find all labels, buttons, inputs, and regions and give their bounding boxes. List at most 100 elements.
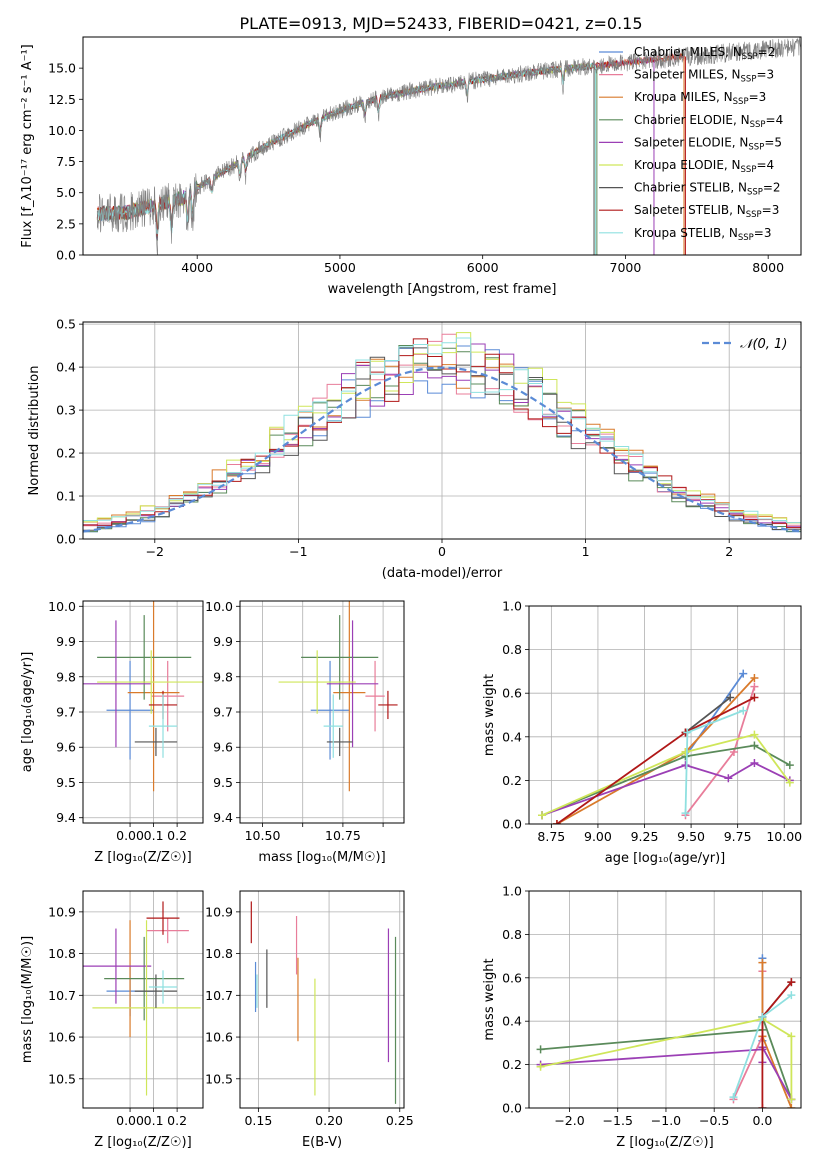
legend-entry: Chabrier STELIB, NSSP=2 [634, 181, 781, 198]
y-tick-label: 9.8 [213, 669, 233, 684]
age_vs_Z-plot-area [83, 601, 203, 792]
legend-entry: Chabrier ELODIE, NSSP=4 [634, 113, 783, 130]
residual_hist-plot-area [83, 332, 801, 533]
y-axis-label: Flux [f_λ10⁻¹⁷ erg cm⁻² s⁻¹ A⁻¹] [20, 44, 35, 248]
weight-marker-salpeter_stelib [552, 820, 561, 824]
weight-marker-kroupa_elodie [681, 748, 690, 757]
x-tick-label: 10.50 [245, 828, 281, 843]
weight-marker-kroupa_stelib [729, 1093, 738, 1102]
mass_vs_ebv-plot-area [250, 901, 397, 1104]
x-tick-label: 5000 [324, 260, 356, 275]
weight_vs_Z-frame [528, 890, 802, 1109]
observed-spectrum [97, 37, 801, 255]
spectrum-plot-area [96, 37, 801, 255]
x-tick-label: 0.00 [116, 1113, 144, 1128]
legend-entry: Kroupa STELIB, NSSP=3 [634, 226, 772, 243]
y-tick-label: 10.7 [48, 988, 76, 1003]
x-tick-label: 0.1 [144, 828, 164, 843]
y-tick-label: 10.7 [205, 988, 233, 1003]
x-tick-label: 0.0 [752, 1113, 772, 1128]
y-tick-label: 10.9 [205, 904, 233, 919]
y-tick-label: 0.1 [56, 489, 76, 504]
weight-marker-salpeter_stelib [758, 1104, 767, 1108]
x-tick-label: −1 [289, 544, 307, 559]
weight-marker-chabrier_miles [739, 669, 748, 678]
y-tick-label: 0.8 [502, 927, 522, 942]
x-tick-label: −1.5 [603, 1113, 633, 1128]
x-tick-label: 1 [582, 544, 590, 559]
x-tick-label: 0.2 [167, 1113, 187, 1128]
weight-marker-kroupa_miles [750, 673, 759, 682]
y-tick-label: 0.0 [502, 1101, 522, 1116]
x-tick-label: 2 [725, 544, 733, 559]
weight-marker-chabrier_elodie [785, 761, 794, 770]
weight-marker-kroupa_elodie [787, 1095, 796, 1104]
x-tick-label: 9.75 [724, 829, 752, 844]
weight_vs_Z-panel: −2.0 −1.5 −1.0 −0.5 0.0 0.0 0.2 0.4 0.6 0.8 1.0 Z [… [482, 884, 802, 1150]
spectrum-panel: 4000 5000 6000 7000 8000 0.0 2.5 5.0 7.5 10.0 12.5… [20, 36, 802, 297]
model-spectrum-chabrier_miles [96, 62, 595, 239]
x-tick-label: 0.15 [244, 1113, 272, 1128]
y-tick-label: 0.2 [502, 773, 522, 788]
y-axis-label: age [log₁₀(age/yr)] [20, 652, 35, 773]
y-tick-label: 7.5 [56, 154, 76, 169]
weight-marker-salpeter_stelib [787, 978, 796, 987]
weight_vs_age-panel: 8.75 9.00 9.25 9.50 9.75 10.00 0.0 0.2 0.4 0.6 0.8… [482, 599, 802, 867]
x-axis-label: Z [log₁₀(Z/Z☉)] [616, 1135, 713, 1150]
y-tick-label: 0.3 [56, 403, 76, 418]
model-spectrum-kroupa_miles [96, 53, 685, 229]
weight-marker-salpeter_elodie [750, 758, 759, 767]
y-tick-label: 0.0 [56, 248, 76, 263]
residual_hist-frame [82, 321, 802, 540]
mass_vs_ebv-panel: 0.15 0.20 0.25 10.5 10.6 10.7 10.8 10.9 E(B-V) [205, 890, 414, 1150]
legend-entry: Kroupa ELODIE, NSSP=4 [634, 158, 774, 175]
x-tick-label: 0.2 [167, 828, 187, 843]
x-tick-label: 4000 [181, 260, 213, 275]
x-tick-label: 8000 [752, 260, 784, 275]
y-tick-label: 0.4 [56, 360, 76, 375]
mass_vs_Z-frame [82, 890, 204, 1109]
x-tick-label: 9.50 [677, 829, 705, 844]
x-axis-label: age [log₁₀(age/yr)] [605, 851, 726, 866]
y-tick-label: 0.0 [502, 817, 522, 832]
weight-marker-salpeter_elodie [724, 774, 733, 783]
x-tick-label: 0.20 [315, 1113, 343, 1128]
y-tick-label: 0.0 [56, 532, 76, 547]
y-tick-label: 10.8 [48, 946, 76, 961]
y-tick-label: 9.6 [213, 740, 233, 755]
weight-marker-kroupa_stelib [758, 1012, 767, 1021]
weight-line-salpeter_stelib [556, 696, 755, 824]
y-tick-label: 1.0 [502, 884, 522, 899]
x-tick-label: −2.0 [554, 1113, 584, 1128]
age_vs_Z-panel: 0.00 0.1 0.2 9.4 9.5 9.6 9.7 9.8 9.9 10.0 Z [log₁₀… [20, 599, 204, 865]
y-tick-label: 9.7 [56, 705, 76, 720]
y-tick-label: 1.0 [502, 599, 522, 614]
mass_vs_Z-plot-area [83, 901, 201, 1096]
spectrum-frame [82, 36, 802, 256]
weight-marker-salpeter_miles [750, 682, 759, 691]
y-tick-label: 9.9 [56, 634, 76, 649]
weight-marker-kroupa_elodie [787, 1032, 796, 1041]
residual_hist-panel: −2 −1 0 1 2 0.0 0.1 0.2 0.3 0.4 0.5 (data-model)/er… [27, 317, 802, 581]
figure-title: PLATE=0913, MJD=52433, FIBERID=0421, z=0… [239, 14, 642, 33]
weight-marker-chabrier_elodie [750, 741, 759, 750]
x-tick-label: −0.5 [699, 1113, 729, 1128]
y-tick-label: 0.5 [56, 317, 76, 332]
y-axis-label: mass [log₁₀(M/M☉)] [20, 936, 35, 1063]
mass_vs_ebv-frame [239, 890, 405, 1109]
y-tick-label: 10.9 [48, 904, 76, 919]
x-tick-label: 10.00 [766, 829, 802, 844]
y-tick-label: 9.4 [213, 810, 233, 825]
y-tick-label: 0.6 [502, 970, 522, 985]
x-tick-label: 7000 [610, 260, 642, 275]
model-spectrum-kroupa_stelib [96, 62, 596, 234]
y-tick-label: 5.0 [56, 185, 76, 200]
weight-marker-kroupa_miles [758, 958, 767, 967]
y-axis-label: mass weight [482, 674, 497, 756]
legend-entry: Salpeter STELIB, NSSP=3 [634, 203, 779, 220]
model-spectrum-kroupa_elodie [96, 63, 596, 230]
weight-marker-chabrier_stelib [726, 693, 735, 702]
x-axis-label: E(B-V) [302, 1135, 342, 1150]
x-tick-label: 0.1 [144, 1113, 164, 1128]
